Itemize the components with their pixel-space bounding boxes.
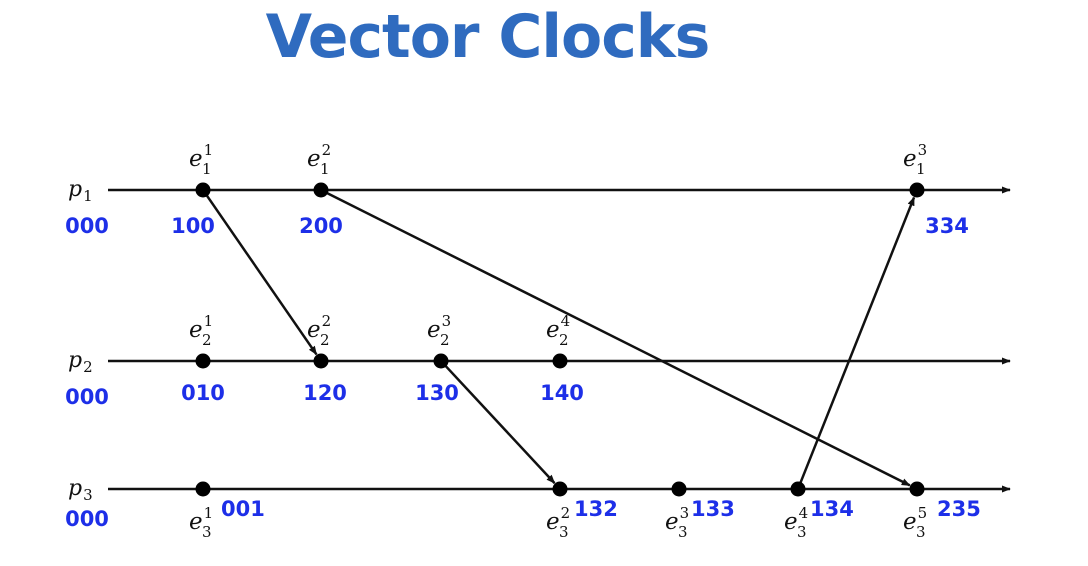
message-arrow-e1_1-to-e2_2 (203, 191, 318, 356)
message-arrow-e1_2-to-e3_5 (323, 190, 911, 487)
event-label-e1_1: e1 1 (189, 141, 213, 178)
clock-value-e3_4: 134 (810, 497, 854, 521)
event-label-e3_3: e3 3 (665, 504, 689, 541)
event-label-e3_4: e4 3 (784, 504, 808, 541)
event-dot-e3_4 (790, 481, 806, 497)
event-dot-e1_3 (909, 182, 925, 198)
process-label-p1: p1 (68, 177, 93, 205)
event-label-e2_3: e3 2 (427, 312, 451, 349)
message-arrow-e3_4-to-e1_3 (797, 196, 916, 487)
clock-value-e1_3: 334 (925, 214, 969, 238)
initial-clock-p1: 000 (65, 214, 109, 238)
initial-clock-p2: 000 (65, 385, 109, 409)
event-dot-e2_4 (552, 353, 568, 369)
process-label-p2: p2 (68, 348, 93, 376)
clock-value-e1_1: 100 (171, 214, 215, 238)
event-label-e1_2: e2 1 (307, 141, 331, 178)
event-dot-e2_3 (433, 353, 449, 369)
event-dot-e1_2 (313, 182, 329, 198)
event-dot-e3_5 (909, 481, 925, 497)
page-title: Vector Clocks (265, 2, 711, 72)
message-arrow-e2_3-to-e3_2 (442, 362, 556, 484)
event-dot-e2_2 (313, 353, 329, 369)
event-dot-e3_1 (195, 481, 211, 497)
process-label-p3: p3 (68, 476, 93, 504)
event-dot-e1_1 (195, 182, 211, 198)
clock-value-e2_3: 130 (415, 381, 459, 405)
clock-value-e3_1: 001 (221, 497, 265, 521)
clock-value-e2_2: 120 (303, 381, 347, 405)
clock-value-e3_5: 235 (937, 497, 981, 521)
clock-value-e2_1: 010 (181, 381, 225, 405)
event-label-e1_3: e3 1 (903, 141, 927, 178)
event-label-e3_1: e1 3 (189, 504, 213, 541)
clock-value-e3_3: 133 (691, 497, 735, 521)
clock-value-e2_4: 140 (540, 381, 584, 405)
event-label-e2_2: e2 2 (307, 312, 331, 349)
event-dot-e2_1 (195, 353, 211, 369)
event-label-e2_4: e4 2 (546, 312, 570, 349)
event-dot-e3_2 (552, 481, 568, 497)
clock-value-e1_2: 200 (299, 214, 343, 238)
event-label-e3_2: e2 3 (546, 504, 570, 541)
event-dot-e3_3 (671, 481, 687, 497)
initial-clock-p3: 000 (65, 507, 109, 531)
event-label-e2_1: e1 2 (189, 312, 213, 349)
event-label-e3_5: e5 3 (903, 504, 927, 541)
clock-value-e3_2: 132 (574, 497, 618, 521)
